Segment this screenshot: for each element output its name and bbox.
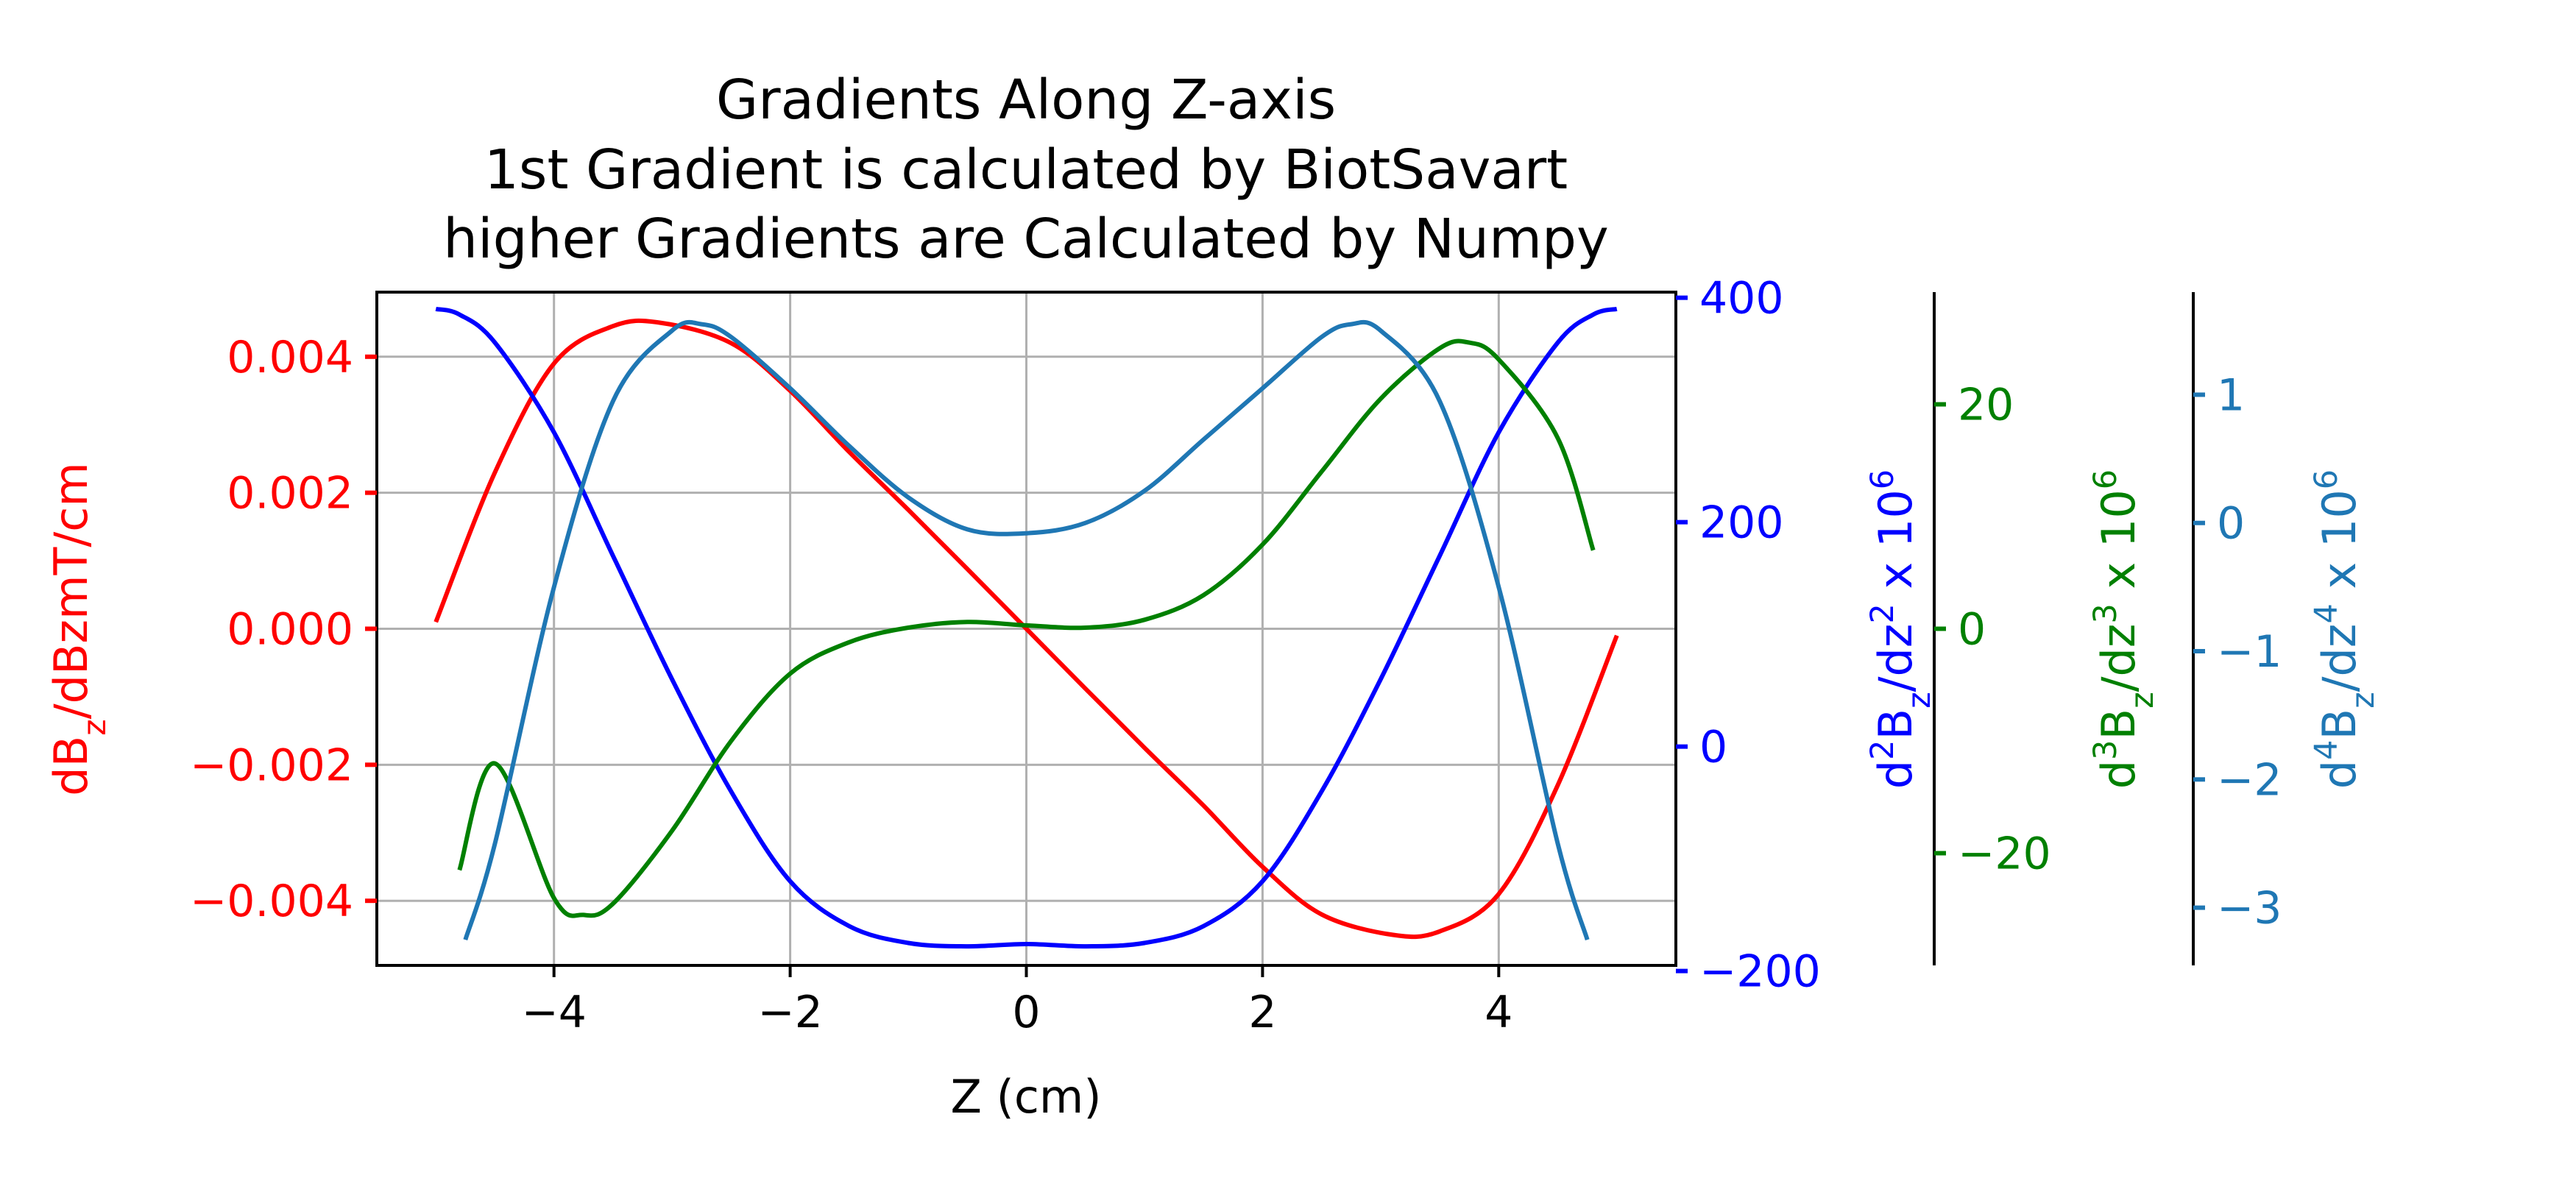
right3-tick-label-1: −2 (2217, 754, 2282, 806)
grid (377, 292, 1676, 965)
right1-tick-label-2: 200 (1699, 497, 1784, 549)
right3-tick-label-0: −3 (2217, 883, 2282, 934)
series-line-right3 (463, 319, 1590, 940)
right2-tick-label-0: −20 (1958, 829, 2051, 880)
series-lines (434, 306, 1619, 949)
right3-tick-label-2: −1 (2217, 626, 2282, 678)
right3-axis-label: d4Bz/dz4 x 106 (2308, 469, 2382, 789)
title-line-2: 1st Gradient is calculated by BiotSavart (484, 138, 1568, 202)
x-tick-label-1: −2 (757, 987, 822, 1038)
x-tick-label-2: 0 (1012, 987, 1040, 1038)
left-tick-label-1: −0.002 (190, 740, 353, 791)
x-tick-label-4: 4 (1485, 987, 1512, 1038)
series-line-left (434, 318, 1619, 940)
left-y-axis: −0.004 −0.002 0.000 0.002 0.004 dBz/dBzmT/cm (44, 332, 377, 927)
right3-tick-label-3: 0 (2217, 498, 2245, 550)
chart-title: Gradients Along Z-axis 1st Gradient is c… (443, 68, 1609, 271)
right1-tick-label-0: −200 (1699, 946, 1821, 998)
series-line-right2 (457, 338, 1596, 918)
left-tick-label-0: −0.004 (190, 876, 353, 927)
right1-axis-label: d2Bz/dz2 x 106 (1864, 469, 1938, 789)
x-axis: −4 −2 0 2 4 (521, 965, 1512, 1038)
x-tick-label-0: −4 (521, 987, 586, 1038)
right1-tick-label-1: 0 (1699, 722, 1727, 773)
left-tick-label-2: 0.000 (227, 604, 353, 656)
x-axis-label: Z (cm) (950, 1070, 1101, 1124)
title-line-3: higher Gradients are Calculated by Numpy (443, 208, 1609, 271)
x-tick-label-3: 2 (1248, 987, 1276, 1038)
right-y-axis-3: −3 −2 −1 0 1 d4Bz/dz4 x 106 (2192, 292, 2382, 965)
right2-tick-label-1: 0 (1958, 604, 1986, 656)
right-y-axis-2: −20 0 20 d3Bz/dz3 x 106 (1933, 292, 2161, 965)
right2-tick-label-2: 20 (1958, 380, 2014, 431)
left-tick-label-4: 0.004 (227, 332, 353, 383)
right1-tick-label-3: 400 (1699, 273, 1784, 324)
series-line-right1 (435, 306, 1618, 949)
left-axis-label: dBz/dBzmT/cm (44, 462, 113, 795)
right3-tick-label-4: 1 (2217, 369, 2245, 421)
left-tick-label-3: 0.002 (227, 468, 353, 519)
right-y-axis-1: −200 0 200 400 d2Bz/dz2 x 106 (1676, 273, 1938, 998)
title-line-1: Gradients Along Z-axis (716, 68, 1336, 132)
right2-axis-label: d3Bz/dz3 x 106 (2087, 469, 2161, 789)
